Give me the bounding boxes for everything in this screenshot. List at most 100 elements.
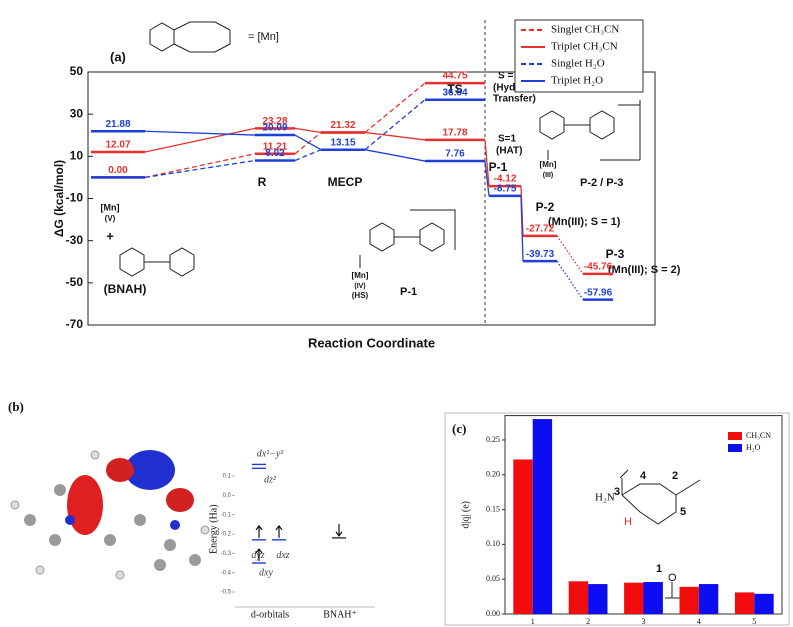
electron-arrow xyxy=(255,548,263,562)
annotation: [Mn] xyxy=(352,271,369,280)
data-label: -45.76 xyxy=(584,262,613,273)
data-label: -4.12 xyxy=(494,174,517,185)
mn-structure xyxy=(149,21,231,53)
annotation: S = 0 xyxy=(498,71,522,82)
data-label: 44.75 xyxy=(442,71,467,82)
bar xyxy=(588,584,608,614)
x-tick-label: 2 xyxy=(586,617,590,626)
data-label: 23.28 xyxy=(262,116,287,127)
x-category-label: d-orbitals xyxy=(251,609,289,620)
annotation: (IV) xyxy=(354,283,365,290)
bar xyxy=(532,419,553,614)
annotation: S=1 xyxy=(498,134,517,145)
y-tick-label: 0.0 xyxy=(223,493,232,499)
electron-arrow xyxy=(255,524,263,538)
data-label: 7.76 xyxy=(445,149,465,160)
annotation: (HS) xyxy=(352,291,369,300)
annotation: 2 xyxy=(672,470,678,482)
connector xyxy=(144,130,256,136)
annotation: = [Mn] xyxy=(248,31,279,43)
electron-arrow xyxy=(335,523,343,537)
bnah-structure xyxy=(119,247,195,277)
y-tick-label: 30 xyxy=(70,106,84,120)
data-label: 36.84 xyxy=(442,87,467,98)
connector xyxy=(484,160,490,196)
x-category-label: R xyxy=(258,175,267,189)
annotation: (Mn(III); S = 2) xyxy=(608,264,681,276)
x-category-label: P-2 xyxy=(536,200,555,214)
legend-label: Singlet CH₃CN xyxy=(551,24,619,36)
annotation: (HAT) xyxy=(496,146,522,157)
connector xyxy=(294,134,322,151)
orbital-label: dx²−y² xyxy=(257,449,285,460)
y-tick-label: 0.10 xyxy=(486,539,500,548)
connector xyxy=(364,82,426,133)
connector xyxy=(520,195,524,262)
y-tick-label: -0.2 xyxy=(221,532,232,538)
p2-structure xyxy=(539,100,641,161)
y-tick-label: 0.25 xyxy=(486,435,500,444)
y-tick-label: -10 xyxy=(66,191,84,205)
data-label: 20.09 xyxy=(262,123,287,134)
p1-structure xyxy=(359,209,456,268)
annotation: (BNAH) xyxy=(104,282,147,296)
y-tick-label: 0.15 xyxy=(486,504,500,513)
annotation: P-2 / P-3 xyxy=(580,177,623,189)
bar xyxy=(624,582,644,614)
connector xyxy=(364,131,426,141)
data-label: -8.75 xyxy=(494,184,517,195)
connector xyxy=(364,99,426,151)
connector xyxy=(294,149,322,162)
x-category-label: P-3 xyxy=(606,247,625,261)
y-tick-label: 0.05 xyxy=(486,574,500,583)
y-tick-label: 0.20 xyxy=(486,470,500,479)
connector xyxy=(144,127,256,153)
data-label: 11.21 xyxy=(263,141,288,152)
orbital-label: dxz xyxy=(276,550,289,561)
y-tick-label: -0.1 xyxy=(221,512,232,518)
panel-label: (a) xyxy=(110,49,126,64)
data-label: -57.96 xyxy=(584,287,613,298)
annotation: [Mn] xyxy=(540,160,557,169)
legend-swatch xyxy=(728,444,742,452)
y-tick-label: -50 xyxy=(66,275,84,289)
data-label: 0.00 xyxy=(108,165,128,176)
connector xyxy=(294,131,322,155)
x-category-label: P-1 xyxy=(489,160,508,174)
y-tick-label: 50 xyxy=(70,64,84,78)
y-tick-label: 10 xyxy=(70,149,84,163)
legend-label: CH₃CN xyxy=(746,431,771,440)
x-category-label: BNAH⁺ xyxy=(323,609,357,620)
annotation: (Hydride xyxy=(493,83,534,94)
plot-frame xyxy=(87,71,656,326)
annotation: (III) xyxy=(543,172,554,179)
connector xyxy=(144,153,256,179)
y-tick-label: -0.4 xyxy=(221,570,232,576)
x-tick-label: 4 xyxy=(697,617,701,626)
x-axis-label: Reaction Coordinate xyxy=(308,335,435,350)
annotation: Transfer) xyxy=(493,94,536,105)
legend-label: Triplet CH₃CN xyxy=(551,41,618,53)
y-tick-label: -0.5 xyxy=(221,590,232,596)
bar xyxy=(754,593,774,614)
bar xyxy=(643,581,663,614)
bar xyxy=(698,584,719,614)
bar xyxy=(679,586,699,614)
x-tick-label: 3 xyxy=(642,617,646,626)
data-label: -39.73 xyxy=(526,249,555,260)
x-category-label: TS xyxy=(447,82,462,96)
legend-label: Triplet H₂O xyxy=(551,75,603,87)
orbital-render xyxy=(10,450,210,580)
legend-label: Singlet H₂O xyxy=(551,58,605,70)
panel-label: (b) xyxy=(8,399,24,414)
electron-arrow xyxy=(275,524,283,538)
substrate-structure xyxy=(619,469,701,599)
annotation: 1 xyxy=(656,563,662,575)
data-label: 12.07 xyxy=(105,140,130,151)
annotation: P-1 xyxy=(400,286,417,298)
y-axis-label: d|q| (e) xyxy=(460,501,471,529)
annotation: [Mn] xyxy=(101,202,120,212)
y-tick-label: -0.3 xyxy=(221,551,232,557)
orbital-label: dxy xyxy=(259,567,273,578)
